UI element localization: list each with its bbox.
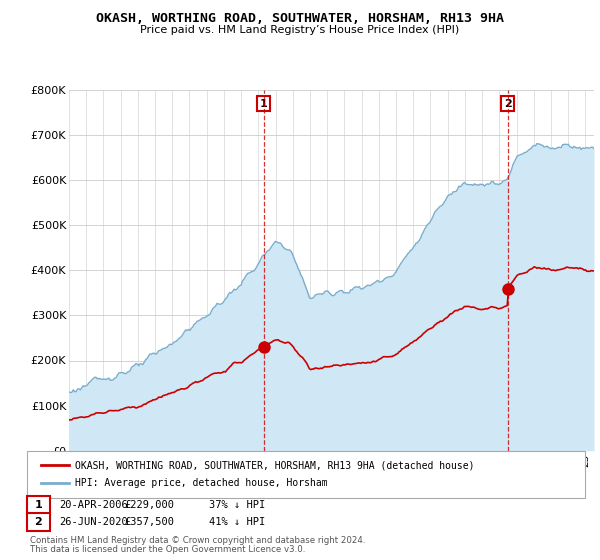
Text: Price paid vs. HM Land Registry’s House Price Index (HPI): Price paid vs. HM Land Registry’s House … xyxy=(140,25,460,35)
Text: OKASH, WORTHING ROAD, SOUTHWATER, HORSHAM, RH13 9HA (detached house): OKASH, WORTHING ROAD, SOUTHWATER, HORSHA… xyxy=(75,460,475,470)
Text: 2: 2 xyxy=(504,99,512,109)
Text: 41% ↓ HPI: 41% ↓ HPI xyxy=(209,517,265,527)
Text: 2: 2 xyxy=(35,517,42,527)
Text: OKASH, WORTHING ROAD, SOUTHWATER, HORSHAM, RH13 9HA: OKASH, WORTHING ROAD, SOUTHWATER, HORSHA… xyxy=(96,12,504,25)
Text: 20-APR-2006: 20-APR-2006 xyxy=(59,500,128,510)
Text: £229,000: £229,000 xyxy=(125,500,175,510)
Text: £357,500: £357,500 xyxy=(125,517,175,527)
Text: 1: 1 xyxy=(260,99,268,109)
Text: HPI: Average price, detached house, Horsham: HPI: Average price, detached house, Hors… xyxy=(75,478,328,488)
Text: 1: 1 xyxy=(35,500,42,510)
Text: This data is licensed under the Open Government Licence v3.0.: This data is licensed under the Open Gov… xyxy=(30,545,305,554)
Text: 26-JUN-2020: 26-JUN-2020 xyxy=(59,517,128,527)
Text: 37% ↓ HPI: 37% ↓ HPI xyxy=(209,500,265,510)
Text: Contains HM Land Registry data © Crown copyright and database right 2024.: Contains HM Land Registry data © Crown c… xyxy=(30,536,365,545)
